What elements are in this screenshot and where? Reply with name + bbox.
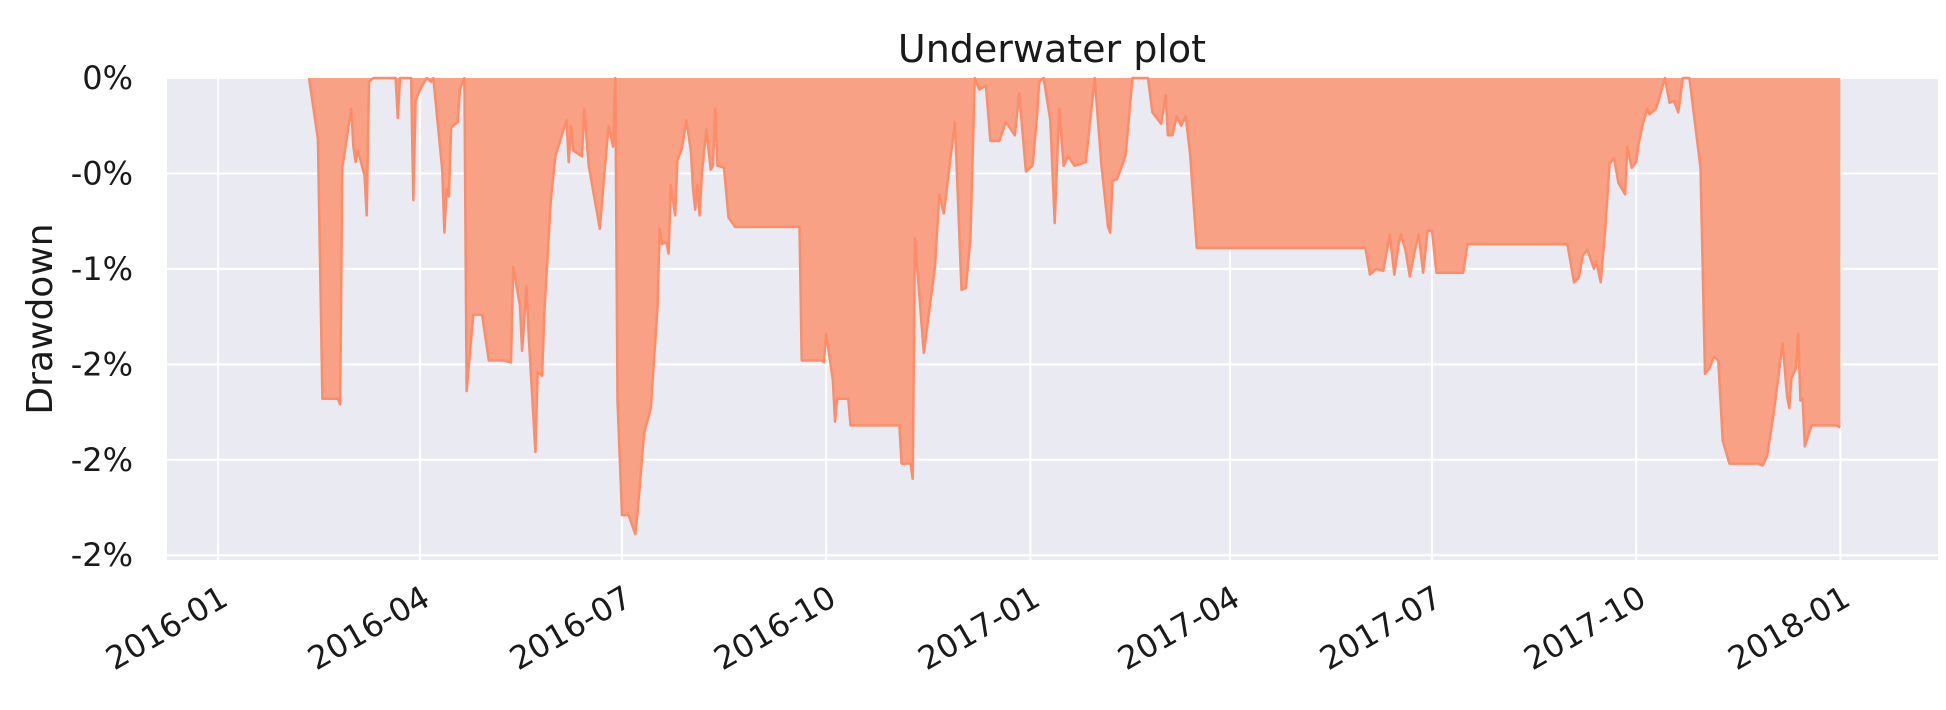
- x-tick-label-0: 2016-01: [99, 578, 234, 678]
- y-tick-label-1: -0%: [71, 154, 133, 192]
- x-tick-label-1: 2016-04: [301, 578, 436, 678]
- y-tick-label-3: -2%: [71, 345, 133, 383]
- x-tick-label-8: 2018-01: [1722, 578, 1857, 678]
- y-tick-label-0: 0%: [82, 59, 133, 97]
- y-tick-label-4: -2%: [71, 441, 133, 479]
- x-tick-label-2: 2016-07: [503, 578, 638, 678]
- y-axis-ticks: 0% -0% -1% -2% -2% -2%: [71, 59, 133, 574]
- drawdown-line-0: [307, 76, 1841, 536]
- x-axis-ticks: 2016-01 2016-04 2016-07 2016-10 2017-01 2017-…: [99, 578, 1856, 678]
- x-tick-label-3: 2016-10: [707, 578, 842, 678]
- y-tick-label-5: -2%: [71, 536, 133, 574]
- chart-title: Underwater plot: [898, 27, 1206, 71]
- x-tick-label-4: 2017-01: [912, 578, 1047, 678]
- y-tick-label-2: -1%: [71, 250, 133, 288]
- x-tick-label-7: 2017-10: [1517, 578, 1652, 678]
- x-tick-label-5: 2017-04: [1111, 578, 1246, 678]
- y-axis-label: Drawdown: [20, 223, 61, 414]
- x-tick-label-6: 2017-07: [1313, 578, 1448, 678]
- drawdown-fill-0: [309, 78, 1841, 535]
- drawdown-area: [307, 76, 1841, 536]
